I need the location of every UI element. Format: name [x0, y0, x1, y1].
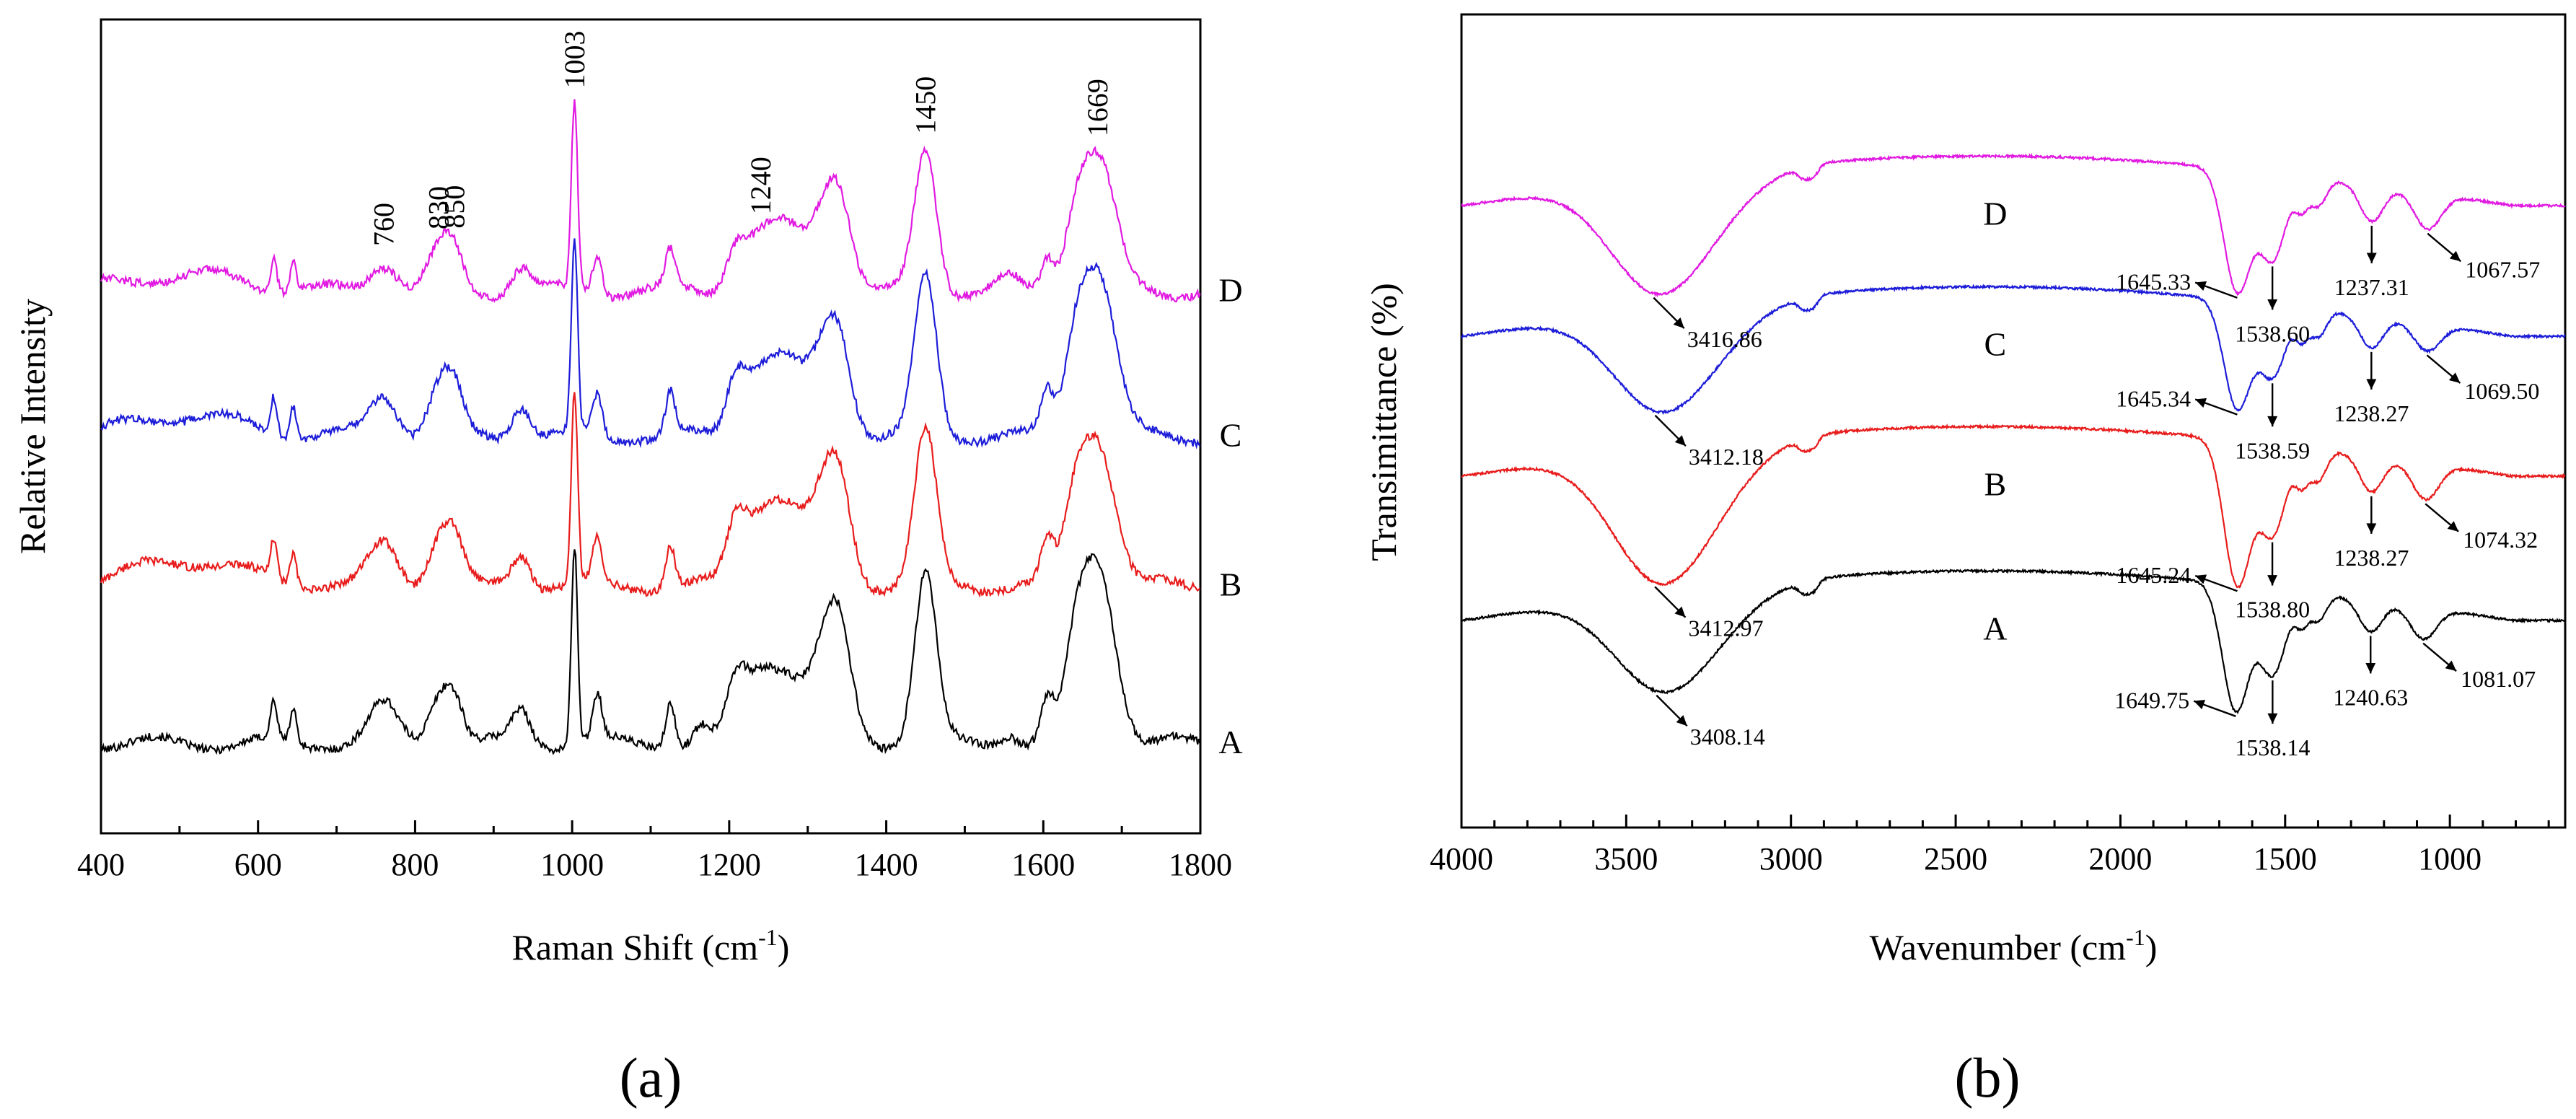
- ftir-series-tag-c: C: [1984, 326, 2007, 363]
- ftir-annotation-label: 1238.27: [2334, 400, 2409, 426]
- raman-x-tick-label: 1000: [540, 847, 604, 882]
- ftir-annotation-arrowhead: [2365, 663, 2376, 674]
- ftir-series-tags: A B C D: [1983, 195, 2007, 646]
- ftir-annotation-arrowhead: [2194, 699, 2206, 710]
- ftir-annotation-label: 3408.14: [1690, 724, 1765, 750]
- ftir-annotation-label: 1238.27: [2334, 545, 2409, 571]
- ftir-annotation-arrowhead: [1676, 715, 1687, 727]
- panel-label-a: (a): [620, 1046, 682, 1109]
- ftir-annotation-arrowhead: [2448, 372, 2461, 383]
- ftir-annotation-arrowhead: [2267, 575, 2278, 586]
- ftir-annotation-arrowhead: [2267, 416, 2278, 427]
- ftir-series-tag-a: A: [1983, 610, 2007, 646]
- ftir-annotation-arrowhead: [2267, 299, 2278, 310]
- raman-series-tag-c: C: [1220, 417, 1242, 454]
- ftir-annotations: 3408.14 1649.75 1538.14 1240.63 1081.07 3412.…: [1653, 225, 2540, 760]
- raman-x-tick-label: 1400: [855, 847, 918, 882]
- raman-x-tick-label: 1200: [698, 847, 761, 882]
- ftir-annotation-arrowhead: [2366, 253, 2377, 263]
- raman-series-a-line: [100, 549, 1201, 755]
- raman-peak-label-760: 760: [367, 203, 400, 246]
- raman-series-d-line: [100, 99, 1201, 303]
- raman-x-tick-label: 1800: [1169, 847, 1232, 882]
- ftir-x-axis-title: Wavenumber (cm-1): [1870, 924, 2158, 967]
- raman-series: [100, 99, 1201, 755]
- ftir-annotation-arrowhead: [2195, 281, 2207, 291]
- ftir-annotation-arrowhead: [1674, 606, 1686, 618]
- ftir-annotation-label: 1645.33: [2116, 269, 2191, 295]
- raman-peak-label-830: 830: [423, 186, 455, 229]
- ftir-x-tick-label: 2500: [1924, 841, 1987, 877]
- ftir-annotation-arrowhead: [2449, 250, 2461, 262]
- raman-series-tag-a: A: [1218, 724, 1242, 760]
- ftir-series-tag-b: B: [1984, 465, 2007, 502]
- ftir-annotation-arrowhead: [1673, 317, 1684, 329]
- ftir-x-tick-label: 1500: [2254, 841, 2317, 877]
- ftir-annotation-label: 3416.86: [1687, 326, 1762, 352]
- raman-peak-label-1669: 1669: [1081, 79, 1114, 136]
- raman-x-tick-label: 800: [391, 847, 439, 882]
- ftir-annotation-label: 1237.31: [2334, 274, 2409, 300]
- ftir-annotation-arrowhead: [2195, 574, 2207, 584]
- panel-label-b: (b): [1955, 1046, 2021, 1109]
- ftir-series-a-line: [1461, 568, 2565, 715]
- raman-plot-frame: [100, 18, 1202, 835]
- ftir-annotation-label: 1538.80: [2235, 597, 2310, 623]
- raman-series-c-line: [100, 238, 1201, 449]
- ftir-y-axis-title: Transimittance (%): [1363, 283, 1404, 561]
- raman-y-axis-title: Relative Intensity: [12, 299, 53, 554]
- ftir-series-b-line: [1461, 423, 2566, 589]
- raman-peak-label-1240: 1240: [744, 157, 777, 214]
- raman-x-ticks: 400 600 800 1000 1200 1400 1600 1800: [77, 820, 1232, 882]
- ftir-annotation-arrowhead: [2267, 713, 2278, 724]
- ftir-annotation-label: 1240.63: [2333, 684, 2408, 710]
- raman-series-b-line: [100, 392, 1201, 598]
- ftir-x-tick-label: 3000: [1759, 841, 1823, 877]
- ftir-x-tick-label: 2000: [2088, 841, 2152, 877]
- raman-x-tick-label: 1600: [1011, 847, 1075, 882]
- raman-peak-label-1450: 1450: [910, 76, 942, 134]
- ftir-annotation-label: 1649.75: [2114, 688, 2189, 714]
- ftir-annotation-label: 3412.18: [1689, 444, 1764, 470]
- ftir-x-tick-label: 4000: [1430, 841, 1493, 877]
- ftir-series-tag-d: D: [1983, 195, 2007, 232]
- ftir-annotation-arrowhead: [2447, 521, 2459, 532]
- ftir-annotation-label: 1645.24: [2116, 562, 2191, 588]
- ftir-annotation-label: 1069.50: [2464, 378, 2539, 404]
- ftir-annotation-label: 1538.60: [2235, 320, 2310, 346]
- ftir-annotation-label: 1538.59: [2235, 437, 2310, 463]
- ftir-annotation-label: 1081.07: [2461, 666, 2536, 692]
- ftir-series-c-line: [1461, 284, 2566, 416]
- ftir-x-tick-label: 3500: [1594, 841, 1658, 877]
- raman-peak-label-850: 850: [438, 185, 470, 229]
- raman-x-tick-label: 600: [234, 847, 282, 882]
- ftir-annotation-label: 1645.34: [2116, 385, 2191, 411]
- ftir-x-tick-label: 1000: [2418, 841, 2482, 877]
- ftir-series: [1461, 152, 2566, 715]
- ftir-annotation-arrowhead: [1674, 435, 1686, 447]
- ftir-chart: 4000 3500 3000 2500 2000 1500 1000 3408.14 1649…: [1363, 13, 2567, 1109]
- ftir-x-ticks: 4000 3500 3000 2500 2000 1500 1000: [1430, 815, 2550, 877]
- raman-series-tag-d: D: [1218, 271, 1242, 308]
- ftir-annotation-arrowhead: [2445, 660, 2457, 672]
- ftir-annotation-label: 1074.32: [2463, 527, 2538, 553]
- ftir-annotation-label: 1538.14: [2235, 734, 2310, 760]
- ftir-annotation-arrowhead: [2195, 398, 2207, 408]
- raman-peak-label-1003: 1003: [558, 30, 591, 88]
- raman-x-axis-title: Raman Shift (cm-1): [512, 924, 790, 967]
- ftir-annotation-arrowhead: [2366, 379, 2377, 390]
- raman-x-tick-label: 400: [77, 847, 125, 882]
- ftir-annotation-label: 3412.97: [1689, 615, 1764, 641]
- ftir-plot-frame: [1460, 13, 2567, 829]
- ftir-series-d-line: [1461, 152, 2566, 298]
- raman-series-tags: A B C D: [1218, 271, 1242, 760]
- raman-series-tag-b: B: [1220, 566, 1242, 603]
- ftir-annotation-arrowhead: [2366, 523, 2377, 534]
- ftir-annotation-label: 1067.57: [2465, 256, 2540, 282]
